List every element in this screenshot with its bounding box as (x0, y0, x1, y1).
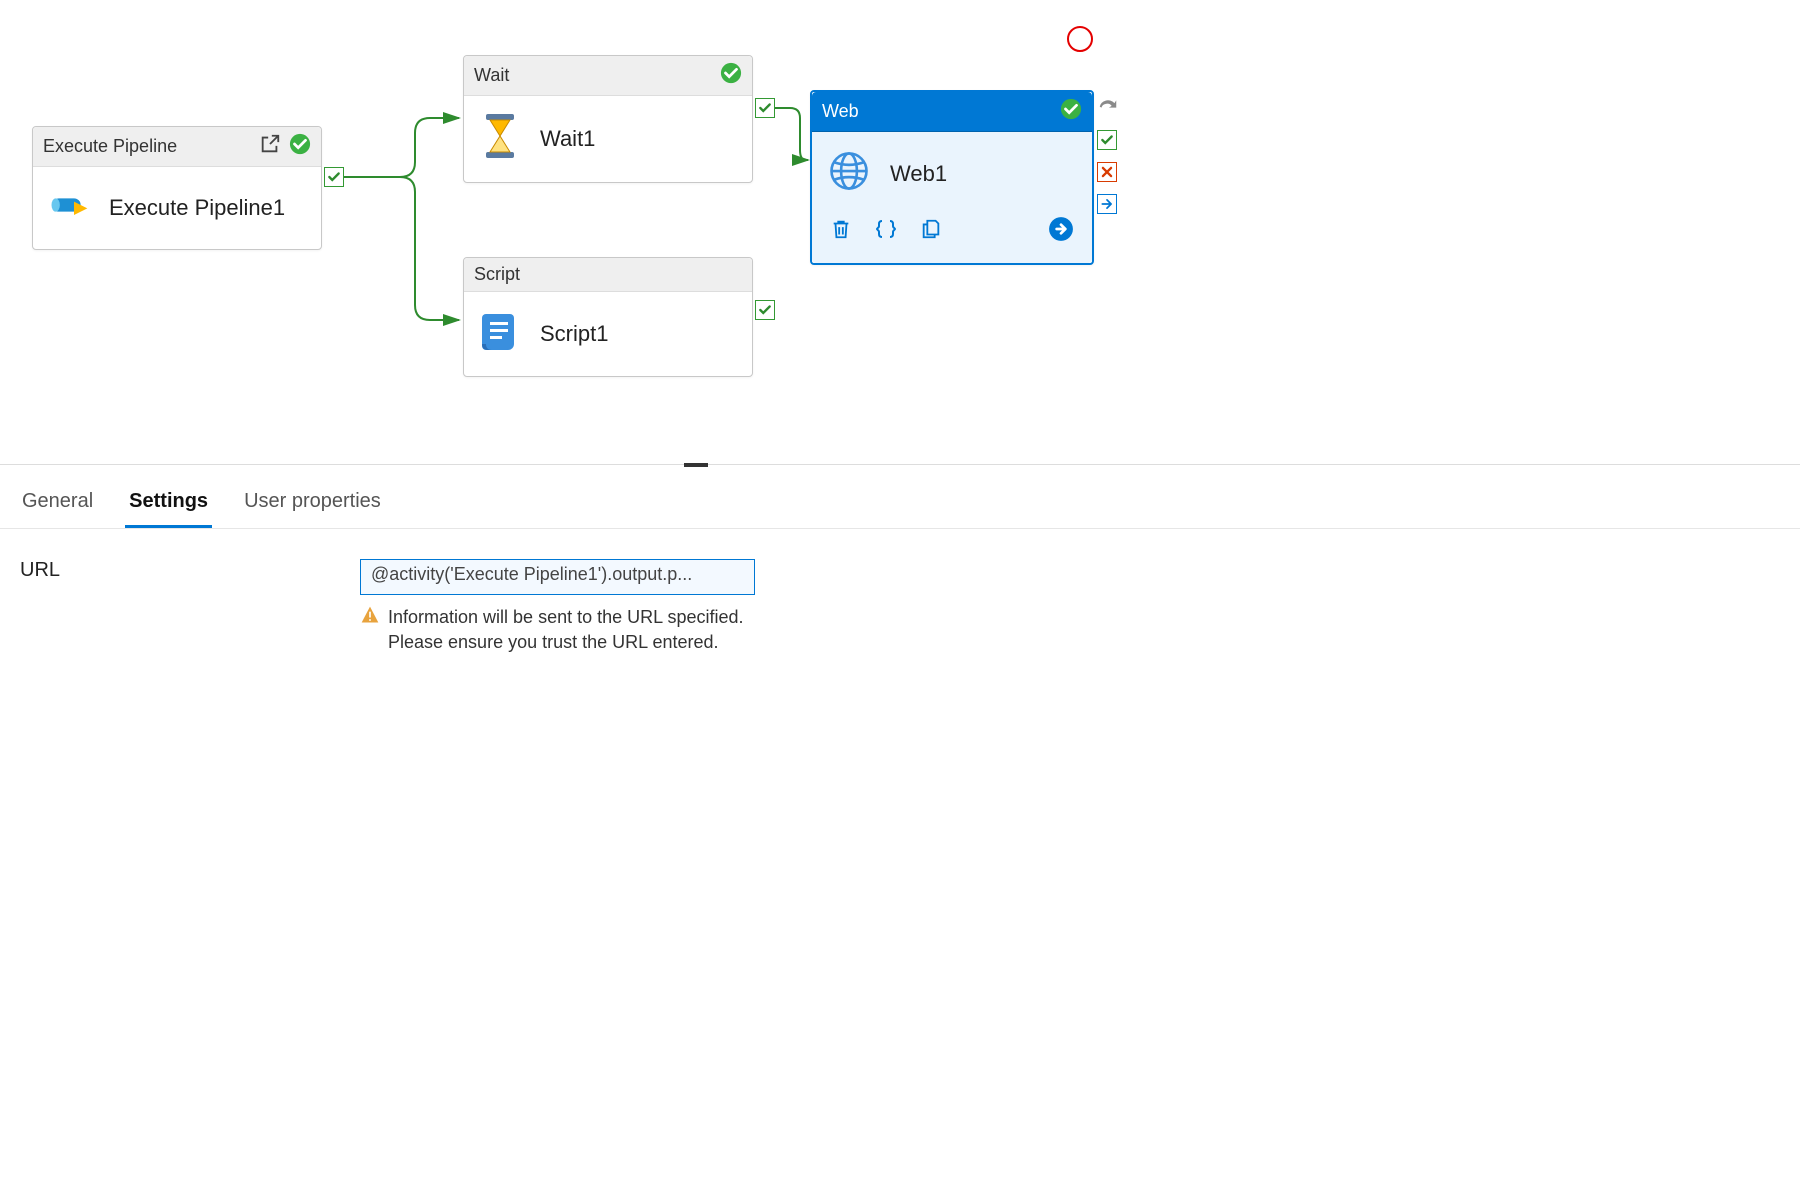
output-port-completion[interactable] (1097, 194, 1117, 214)
url-warning-text: Information will be sent to the URL spec… (388, 605, 758, 655)
node-wait[interactable]: Wait Wait1 (463, 55, 753, 183)
node-type-label: Wait (474, 65, 509, 86)
properties-tabs: General Settings User properties (0, 474, 1800, 529)
node-type-label: Execute Pipeline (43, 136, 177, 157)
node-output-port-success[interactable] (324, 167, 344, 187)
warning-triangle-icon (360, 605, 380, 655)
redo-icon[interactable] (1097, 95, 1119, 118)
pipeline-icon (49, 185, 89, 231)
node-type-label: Script (474, 264, 520, 285)
panel-splitter[interactable] (0, 464, 1800, 474)
node-output-port-success[interactable] (755, 300, 775, 320)
node-header: Wait (464, 56, 752, 96)
node-output-port-success[interactable] (755, 98, 775, 118)
output-port-failure[interactable] (1097, 162, 1117, 182)
node-body: Web1 (812, 132, 1092, 216)
node-name: Wait1 (540, 126, 595, 152)
script-icon (480, 310, 520, 358)
pipeline-canvas[interactable]: Execute Pipeline Execute Pipeline1 (0, 0, 1800, 460)
node-execute-pipeline[interactable]: Execute Pipeline Execute Pipeline1 (32, 126, 322, 250)
node-body: Execute Pipeline1 (33, 167, 321, 249)
tab-settings[interactable]: Settings (125, 484, 212, 528)
node-body: Wait1 (464, 96, 752, 182)
code-braces-icon[interactable] (874, 217, 898, 246)
node-body: Script1 (464, 292, 752, 376)
arrow-circle-right-icon[interactable] (1048, 216, 1074, 247)
tab-general[interactable]: General (18, 484, 97, 528)
trash-icon[interactable] (830, 217, 852, 246)
settings-panel: URL @activity('Execute Pipeline1').outpu… (0, 529, 1800, 685)
tab-user-properties[interactable]: User properties (240, 484, 385, 528)
node-name: Web1 (890, 161, 947, 187)
success-check-icon (720, 62, 742, 89)
copy-icon[interactable] (920, 217, 942, 246)
node-header: Web (812, 92, 1092, 132)
node-name: Execute Pipeline1 (109, 195, 285, 221)
success-check-icon (1060, 98, 1082, 125)
open-external-icon[interactable] (259, 133, 281, 160)
output-port-success[interactable] (1097, 130, 1117, 150)
url-warning: Information will be sent to the URL spec… (360, 605, 780, 655)
node-action-bar (812, 216, 1092, 263)
node-name: Script1 (540, 321, 608, 347)
node-web[interactable]: Web Web1 (810, 90, 1094, 265)
node-header: Script (464, 258, 752, 292)
globe-icon (828, 150, 870, 198)
hourglass-icon (480, 114, 520, 164)
url-label: URL (20, 559, 320, 655)
red-circle-annotation (1067, 26, 1093, 52)
success-check-icon (289, 133, 311, 160)
node-script[interactable]: Script Script1 (463, 257, 753, 377)
url-input[interactable]: @activity('Execute Pipeline1').output.p.… (360, 559, 755, 595)
node-type-label: Web (822, 101, 859, 122)
splitter-handle-icon (684, 463, 708, 467)
node-header: Execute Pipeline (33, 127, 321, 167)
